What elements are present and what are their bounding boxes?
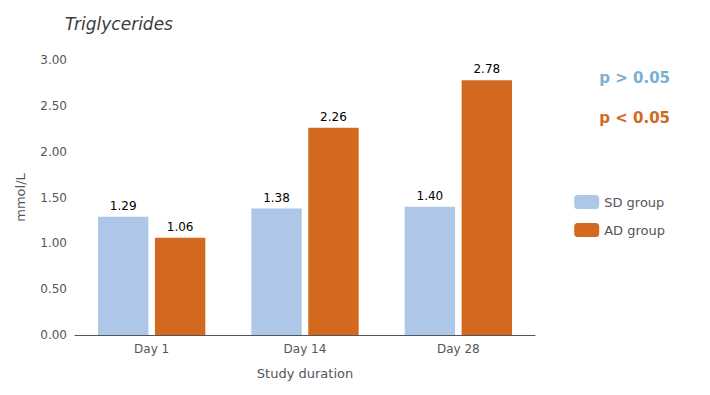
svg-text:Day 1: Day 1 xyxy=(134,342,169,356)
svg-text:Day 28: Day 28 xyxy=(437,342,480,356)
svg-text:Day 14: Day 14 xyxy=(284,342,327,356)
svg-text:1.00: 1.00 xyxy=(40,236,67,250)
svg-text:1.06: 1.06 xyxy=(167,220,194,234)
svg-text:AD group: AD group xyxy=(604,223,665,238)
svg-text:2.50: 2.50 xyxy=(40,99,67,113)
svg-text:Triglycerides: Triglycerides xyxy=(65,14,173,34)
svg-text:3.00: 3.00 xyxy=(40,53,67,67)
svg-text:1.40: 1.40 xyxy=(417,189,444,203)
svg-text:p < 0.05: p < 0.05 xyxy=(599,109,670,127)
svg-text:Study duration: Study duration xyxy=(257,366,353,381)
svg-text:1.38: 1.38 xyxy=(263,191,290,205)
svg-text:1.29: 1.29 xyxy=(110,199,137,213)
svg-text:1.50: 1.50 xyxy=(40,191,67,205)
svg-text:0.00: 0.00 xyxy=(40,328,67,342)
svg-text:2.78: 2.78 xyxy=(473,62,500,76)
svg-text:2.00: 2.00 xyxy=(40,145,67,159)
svg-text:0.50: 0.50 xyxy=(40,282,67,296)
svg-text:p > 0.05: p > 0.05 xyxy=(599,69,670,87)
svg-text:2.26: 2.26 xyxy=(320,110,347,124)
svg-text:SD group: SD group xyxy=(604,195,664,210)
svg-text:mmol/L: mmol/L xyxy=(13,172,28,221)
